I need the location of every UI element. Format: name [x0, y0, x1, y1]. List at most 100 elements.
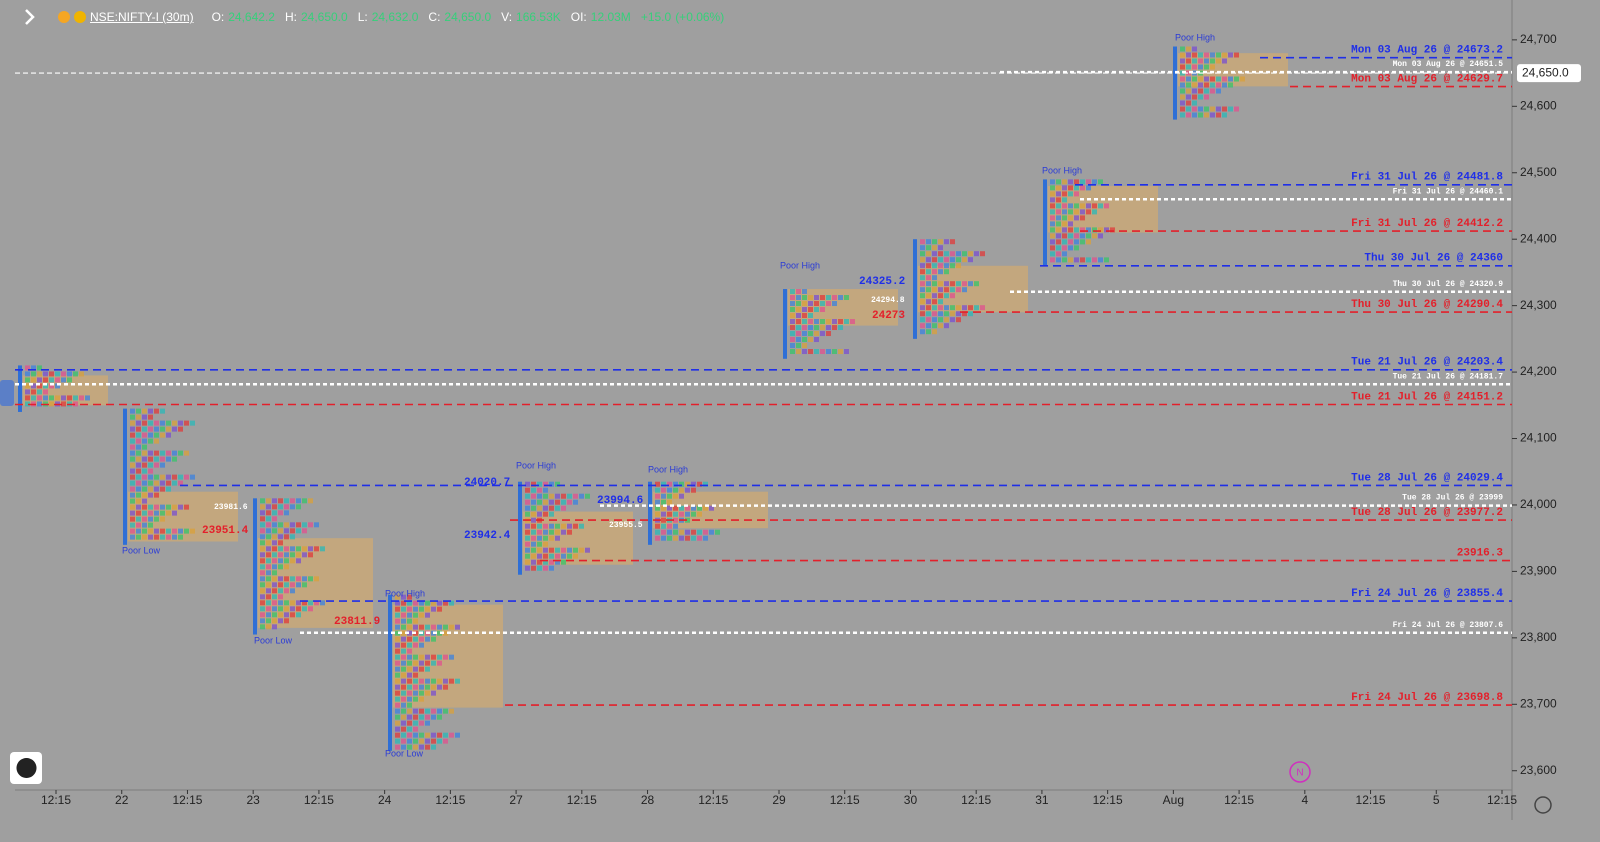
tpo-block [278, 588, 283, 594]
tpo-block [395, 600, 400, 606]
tpo-block [525, 565, 530, 571]
tpo-block [703, 535, 708, 541]
tpo-block [413, 618, 418, 624]
tpo-block [308, 498, 313, 504]
tpo-block [1074, 209, 1079, 215]
tpo-block [272, 510, 277, 516]
tpo-block [431, 606, 436, 612]
tpo-block [290, 600, 295, 606]
tpo-block [1062, 251, 1067, 257]
tpo-block [691, 481, 696, 487]
tpo-block [691, 529, 696, 535]
tpo-block [1074, 179, 1079, 185]
tpo-block [1080, 215, 1085, 221]
tpo-block [419, 636, 424, 642]
tpo-block [425, 714, 430, 720]
volume-value: 166.53K [516, 10, 561, 24]
tpo-block [407, 636, 412, 642]
tpo-block [278, 522, 283, 528]
tpo-block [407, 684, 412, 690]
tpo-block [401, 702, 406, 708]
tpo-block [284, 576, 289, 582]
tpo-block [661, 505, 666, 511]
tpo-block [136, 486, 141, 492]
tpo-block [172, 504, 177, 510]
tpo-block [419, 624, 424, 630]
y-tick-label: 23,900 [1520, 564, 1557, 578]
tpo-block [549, 523, 554, 529]
tpo-block [573, 553, 578, 559]
x-tick-label: 12:15 [1093, 793, 1123, 807]
tpo-block [302, 498, 307, 504]
tpo-block [166, 480, 171, 486]
x-tick-label: 5 [1433, 793, 1440, 807]
tpo-block [407, 630, 412, 636]
settings-icon[interactable] [1534, 796, 1552, 814]
tpo-block [932, 275, 937, 281]
tpo-block [190, 528, 195, 534]
tpo-block [1050, 179, 1055, 185]
tpo-block [142, 414, 147, 420]
tpo-block [525, 535, 530, 541]
tpo-block [974, 251, 979, 257]
tpo-block [950, 317, 955, 323]
expand-icon[interactable] [20, 7, 40, 27]
side-toggle[interactable] [0, 380, 14, 406]
tpo-block [184, 450, 189, 456]
tpo-block [1074, 203, 1079, 209]
tpo-block [814, 301, 819, 307]
tpo-block [160, 516, 165, 522]
tpo-block [431, 708, 436, 714]
tpo-block [679, 529, 684, 535]
tpo-block [926, 305, 931, 311]
tpo-block [820, 307, 825, 313]
x-tick-label: 30 [904, 793, 918, 807]
tpo-block [142, 474, 147, 480]
session-range [1043, 179, 1047, 266]
symbol[interactable]: NSE:NIFTY-I (30m) [90, 10, 194, 24]
tpo-block [926, 251, 931, 257]
tpo-block [431, 714, 436, 720]
tpo-block [808, 295, 813, 301]
tpo-block [673, 487, 678, 493]
tpo-block [25, 389, 30, 395]
tpo-block [808, 331, 813, 337]
tpo-block [920, 239, 925, 245]
annotation: 24020.7 [464, 477, 510, 489]
tpo-block [419, 732, 424, 738]
tpo-block [703, 505, 708, 511]
tpo-block [1198, 64, 1203, 70]
tpo-block [1050, 251, 1055, 257]
tpo-block [555, 523, 560, 529]
tpo-block [401, 690, 406, 696]
tpo-block [160, 420, 165, 426]
tpo-block [567, 553, 572, 559]
tpo-block [1204, 94, 1209, 100]
tpo-block [1180, 64, 1185, 70]
tpo-block [1080, 209, 1085, 215]
tpo-block [284, 588, 289, 594]
tpo-block [667, 505, 672, 511]
tpo-block [449, 654, 454, 660]
tpo-block [850, 319, 855, 325]
x-tick-label: 12:15 [961, 793, 991, 807]
tpo-block [1234, 76, 1239, 82]
tpo-block [154, 408, 159, 414]
tpo-block [655, 481, 660, 487]
tpo-block [962, 257, 967, 263]
tpo-block [136, 492, 141, 498]
tpo-block [266, 540, 271, 546]
tpo-block [1204, 106, 1209, 112]
tpo-block [178, 474, 183, 480]
tpo-block [549, 535, 554, 541]
tpo-block [1056, 233, 1061, 239]
tpo-block [1186, 46, 1191, 52]
tpo-block [926, 287, 931, 293]
tpo-block [549, 481, 554, 487]
tpo-block [1180, 106, 1185, 112]
news-icon[interactable] [1289, 761, 1311, 783]
tpo-block [67, 371, 72, 377]
tpo-block [1068, 233, 1073, 239]
tpo-block [395, 636, 400, 642]
